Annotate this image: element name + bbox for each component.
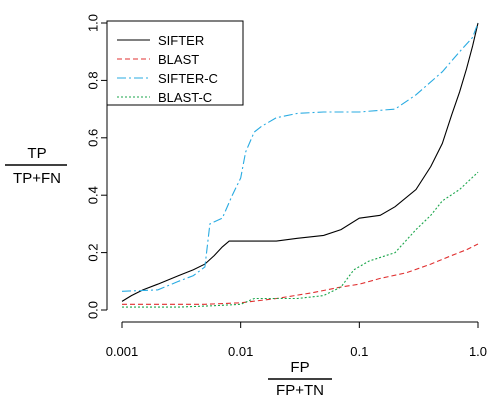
y-axis-title: TP TP+FN (5, 145, 67, 187)
y-axis-title-numerator: TP (27, 145, 46, 162)
y-tick-label: 0.8 (85, 71, 100, 89)
legend-label-blast: BLAST (158, 52, 199, 67)
x-axis: 0.001 0.01 0.1 1.0 (106, 321, 487, 359)
x-axis-title-denominator: FP+TN (276, 382, 324, 399)
y-tick-label: 0.0 (85, 301, 100, 319)
x-axis-title-numerator: FP (290, 359, 309, 376)
legend-label-sifter: SIFTER (158, 33, 204, 48)
y-axis-title-denominator: TP+FN (13, 170, 61, 187)
y-tick-label: 1.0 (85, 14, 100, 32)
series-line-blast-c (122, 171, 479, 308)
legend-label-sifter-c: SIFTER-C (158, 71, 218, 86)
y-axis: 0.0 0.2 0.4 0.6 0.8 1.0 (85, 14, 108, 319)
plot-lines (121, 22, 479, 308)
x-tick-label: 0.1 (350, 344, 368, 359)
legend-box (106, 20, 244, 106)
series-line-sifter-c (121, 22, 479, 292)
x-axis-title: FP FP+TN (268, 359, 332, 399)
series-line-sifter (121, 22, 479, 302)
y-tick-label: 0.4 (85, 186, 100, 204)
legend-label-blast-c: BLAST-C (158, 90, 212, 105)
y-tick-label: 0.6 (85, 129, 100, 147)
x-tick-label: 1.0 (469, 344, 487, 359)
x-tick-label: 0.01 (228, 344, 253, 359)
legend: SIFTER BLAST SIFTER-C BLAST-C (106, 20, 244, 106)
x-tick-label: 0.001 (106, 344, 139, 359)
y-tick-label: 0.2 (85, 244, 100, 262)
series-line-blast (122, 243, 479, 305)
